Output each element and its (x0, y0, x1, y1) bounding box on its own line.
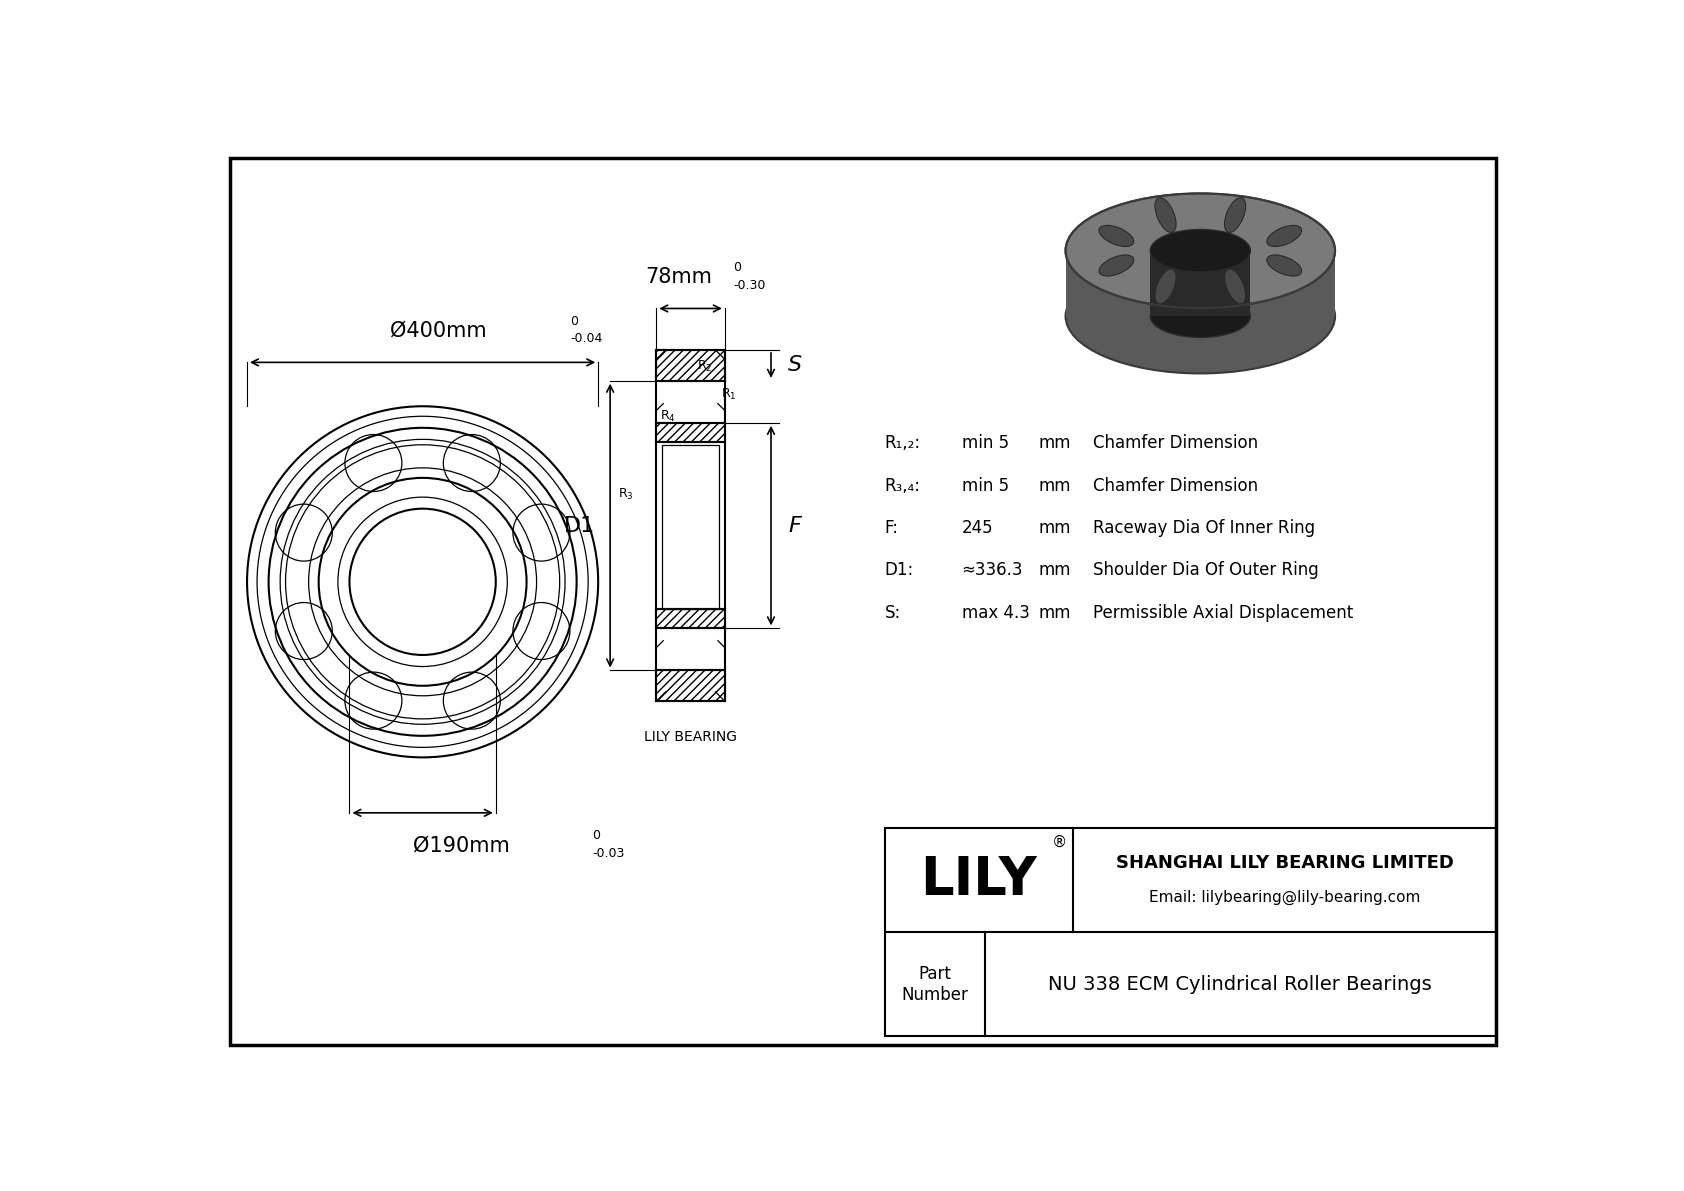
Ellipse shape (1266, 225, 1302, 247)
Text: Part
Number: Part Number (901, 965, 968, 1004)
Bar (1150, 251, 1250, 316)
Text: min 5: min 5 (962, 435, 1009, 453)
Bar (1066, 251, 1335, 316)
Text: Raceway Dia Of Inner Ring: Raceway Dia Of Inner Ring (1093, 519, 1315, 537)
Text: -0.30: -0.30 (733, 279, 765, 292)
Text: 245: 245 (962, 519, 994, 537)
Bar (662, 445, 719, 609)
Ellipse shape (1150, 230, 1250, 272)
Bar (657, 423, 724, 442)
Text: 0: 0 (571, 314, 578, 328)
Text: D1:: D1: (884, 561, 914, 579)
Text: ®: ® (1052, 835, 1068, 849)
Ellipse shape (1155, 198, 1175, 232)
Text: mm: mm (1039, 435, 1071, 453)
Text: S:: S: (884, 604, 901, 622)
Bar (657, 609, 724, 629)
Text: Shoulder Dia Of Outer Ring: Shoulder Dia Of Outer Ring (1093, 561, 1319, 579)
Text: mm: mm (1039, 476, 1071, 494)
Text: R$_3$: R$_3$ (618, 487, 633, 503)
Text: D1: D1 (564, 516, 594, 536)
Bar (657, 423, 724, 442)
Ellipse shape (1100, 225, 1133, 247)
Text: F: F (788, 516, 800, 536)
Text: mm: mm (1039, 519, 1071, 537)
Ellipse shape (1100, 255, 1133, 276)
Text: F:: F: (884, 519, 899, 537)
Text: Ø400mm: Ø400mm (389, 320, 487, 341)
Ellipse shape (1155, 269, 1175, 304)
Bar (657, 671, 724, 701)
Ellipse shape (1224, 198, 1246, 232)
Bar (657, 350, 724, 381)
Text: LILY: LILY (921, 854, 1037, 906)
Text: SHANGHAI LILY BEARING LIMITED: SHANGHAI LILY BEARING LIMITED (1116, 854, 1453, 872)
Text: R$_4$: R$_4$ (660, 410, 675, 424)
Text: 78mm: 78mm (645, 267, 712, 287)
Bar (884, 828, 1495, 1036)
Text: R$_2$: R$_2$ (697, 360, 712, 374)
Ellipse shape (1066, 193, 1335, 308)
Text: mm: mm (1039, 561, 1071, 579)
Text: S: S (788, 355, 802, 375)
Bar (657, 350, 724, 381)
Text: 0: 0 (593, 829, 600, 842)
Text: Permissible Axial Displacement: Permissible Axial Displacement (1093, 604, 1352, 622)
Text: Ø190mm: Ø190mm (413, 835, 510, 855)
Text: mm: mm (1039, 604, 1071, 622)
Text: R₁,₂:: R₁,₂: (884, 435, 921, 453)
Text: R₃,₄:: R₃,₄: (884, 476, 921, 494)
Text: -0.04: -0.04 (571, 332, 603, 345)
Text: max 4.3: max 4.3 (962, 604, 1029, 622)
Bar (657, 671, 724, 701)
Text: -0.03: -0.03 (593, 847, 625, 860)
Text: LILY BEARING: LILY BEARING (643, 730, 738, 744)
Text: min 5: min 5 (962, 476, 1009, 494)
Text: Chamfer Dimension: Chamfer Dimension (1093, 476, 1258, 494)
Ellipse shape (1066, 258, 1335, 374)
Text: Email: lilybearing@lily-bearing.com: Email: lilybearing@lily-bearing.com (1148, 890, 1420, 905)
Text: NU 338 ECM Cylindrical Roller Bearings: NU 338 ECM Cylindrical Roller Bearings (1049, 974, 1431, 993)
Text: 0: 0 (733, 261, 741, 274)
Text: R$_1$: R$_1$ (721, 387, 736, 403)
Bar (657, 609, 724, 629)
Ellipse shape (1150, 295, 1250, 337)
Text: Chamfer Dimension: Chamfer Dimension (1093, 435, 1258, 453)
Ellipse shape (1266, 255, 1302, 276)
Text: ≈336.3: ≈336.3 (962, 561, 1024, 579)
Ellipse shape (1224, 269, 1246, 304)
